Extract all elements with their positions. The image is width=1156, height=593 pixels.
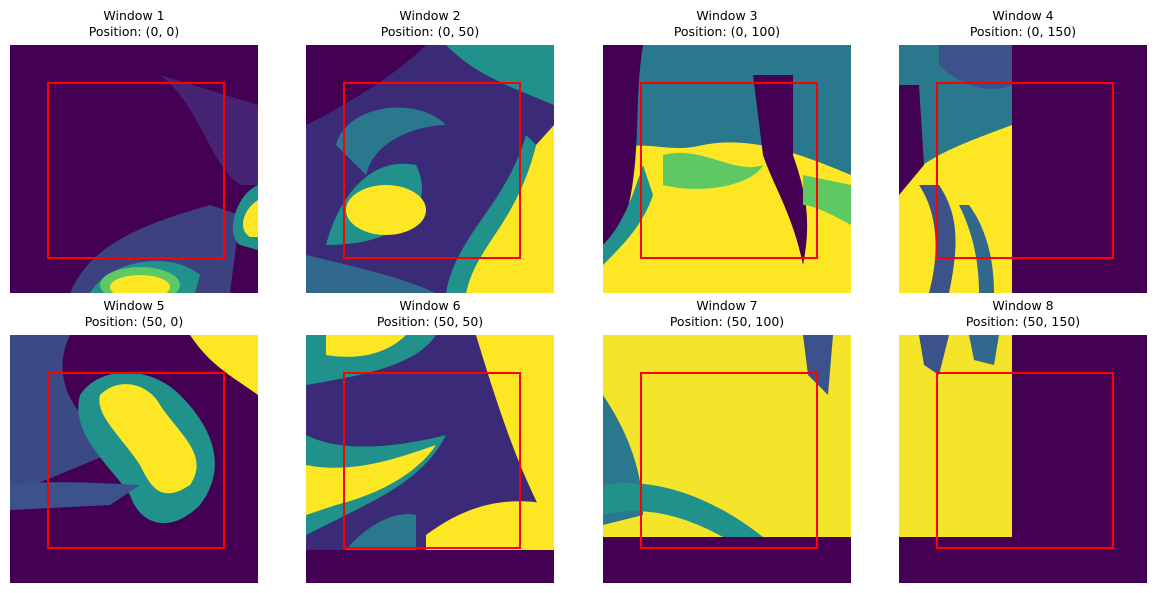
window-image bbox=[899, 45, 1147, 293]
panel-position: Position: (0, 0) bbox=[88, 24, 180, 39]
highlight-window bbox=[640, 82, 818, 259]
panel-title: Window 4 bbox=[992, 8, 1054, 23]
panel-position: Position: (50, 0) bbox=[84, 314, 184, 329]
highlight-window bbox=[343, 82, 521, 259]
panel-title: Window 7 bbox=[696, 298, 758, 313]
panel-position: Position: (50, 150) bbox=[965, 314, 1081, 329]
panel-title: Window 1 bbox=[103, 8, 165, 23]
panel-position: Position: (50, 100) bbox=[669, 314, 785, 329]
panel-position: Position: (50, 50) bbox=[376, 314, 484, 329]
panel-position: Position: (0, 150) bbox=[969, 24, 1077, 39]
window-image bbox=[306, 45, 554, 293]
panel-title: Window 5 bbox=[103, 298, 165, 313]
highlight-window bbox=[343, 372, 521, 549]
panel-position: Position: (0, 100) bbox=[673, 24, 781, 39]
highlight-window bbox=[640, 372, 818, 549]
panel-title: Window 3 bbox=[696, 8, 758, 23]
panel-title: Window 2 bbox=[399, 8, 461, 23]
panel-title: Window 8 bbox=[992, 298, 1054, 313]
panel-position: Position: (0, 50) bbox=[380, 24, 480, 39]
highlight-window bbox=[47, 82, 225, 259]
window-image bbox=[10, 335, 258, 583]
window-image bbox=[306, 335, 554, 583]
window-image bbox=[10, 45, 258, 293]
window-image bbox=[899, 335, 1147, 583]
highlight-window bbox=[936, 82, 1114, 259]
panel-title: Window 6 bbox=[399, 298, 461, 313]
highlight-window bbox=[936, 372, 1114, 549]
window-image bbox=[603, 335, 851, 583]
highlight-window bbox=[47, 372, 225, 549]
